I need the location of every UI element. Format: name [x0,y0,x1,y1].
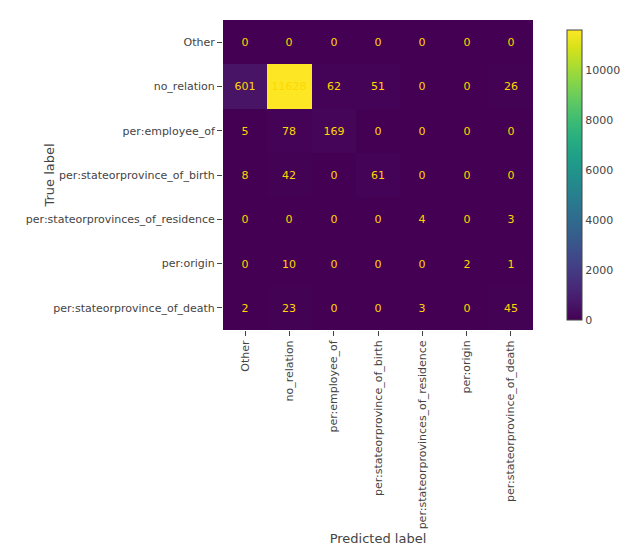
svg-text:Other: Other [239,340,252,372]
svg-text:Other: Other [184,36,216,49]
svg-text:no_relation: no_relation [283,340,296,401]
svg-text:per:employee_of: per:employee_of [327,339,340,432]
svg-text:0: 0 [331,302,338,315]
svg-text:0: 0 [242,258,249,271]
svg-text:2: 2 [242,302,249,315]
svg-text:62: 62 [327,80,341,93]
svg-text:0: 0 [464,213,471,226]
svg-text:4: 4 [419,213,426,226]
svg-text:0: 0 [286,36,293,49]
svg-text:26: 26 [504,80,518,93]
svg-text:Predicted label: Predicted label [330,531,427,546]
svg-text:no_relation: no_relation [154,80,215,93]
svg-text:2000: 2000 [585,264,613,277]
svg-text:0: 0 [419,125,426,138]
svg-text:per:origin: per:origin [162,257,215,270]
svg-text:0: 0 [508,125,515,138]
svg-text:78: 78 [282,125,296,138]
svg-text:0: 0 [242,213,249,226]
svg-text:0: 0 [508,169,515,182]
svg-text:0: 0 [419,80,426,93]
svg-text:per:stateorprovinces_of_reside: per:stateorprovinces_of_residence [26,213,215,226]
svg-text:0: 0 [331,36,338,49]
svg-text:0: 0 [464,125,471,138]
svg-text:8: 8 [242,169,249,182]
svg-text:2: 2 [464,258,471,271]
svg-text:per:stateorprovince_of_death: per:stateorprovince_of_death [53,302,215,315]
svg-text:0: 0 [585,314,592,327]
svg-text:per:origin: per:origin [460,340,473,393]
svg-text:0: 0 [375,258,382,271]
svg-text:0: 0 [419,36,426,49]
svg-text:3: 3 [508,213,515,226]
svg-text:45: 45 [504,302,518,315]
svg-text:per:employee_of: per:employee_of [123,125,216,138]
svg-text:True label: True label [42,143,57,207]
svg-text:0: 0 [331,169,338,182]
svg-text:6000: 6000 [585,164,613,177]
svg-text:61: 61 [371,169,385,182]
svg-text:0: 0 [331,258,338,271]
svg-text:42: 42 [282,169,296,182]
svg-text:11628: 11628 [272,80,307,93]
svg-text:per:stateorprovince_of_birth: per:stateorprovince_of_birth [59,169,215,182]
svg-text:601: 601 [235,80,256,93]
svg-text:0: 0 [331,213,338,226]
svg-text:10000: 10000 [585,64,620,77]
svg-text:0: 0 [375,125,382,138]
svg-text:0: 0 [419,258,426,271]
svg-text:23: 23 [282,302,296,315]
svg-text:3: 3 [419,302,426,315]
svg-text:0: 0 [242,36,249,49]
svg-text:0: 0 [464,80,471,93]
svg-text:0: 0 [375,213,382,226]
svg-text:per:stateorprovince_of_birth: per:stateorprovince_of_birth [372,340,385,496]
svg-text:0: 0 [419,169,426,182]
svg-text:1: 1 [508,258,515,271]
svg-text:per:stateorprovince_of_death: per:stateorprovince_of_death [504,340,517,502]
svg-text:0: 0 [508,36,515,49]
svg-text:0: 0 [375,36,382,49]
svg-text:51: 51 [371,80,385,93]
svg-text:10: 10 [282,258,296,271]
svg-text:4000: 4000 [585,214,613,227]
svg-text:0: 0 [464,36,471,49]
svg-text:169: 169 [324,125,345,138]
svg-text:0: 0 [464,169,471,182]
svg-text:8000: 8000 [585,114,613,127]
svg-text:per:stateorprovinces_of_reside: per:stateorprovinces_of_residence [416,340,429,529]
svg-text:0: 0 [464,302,471,315]
svg-text:0: 0 [375,302,382,315]
svg-text:0: 0 [286,213,293,226]
svg-text:5: 5 [242,125,249,138]
